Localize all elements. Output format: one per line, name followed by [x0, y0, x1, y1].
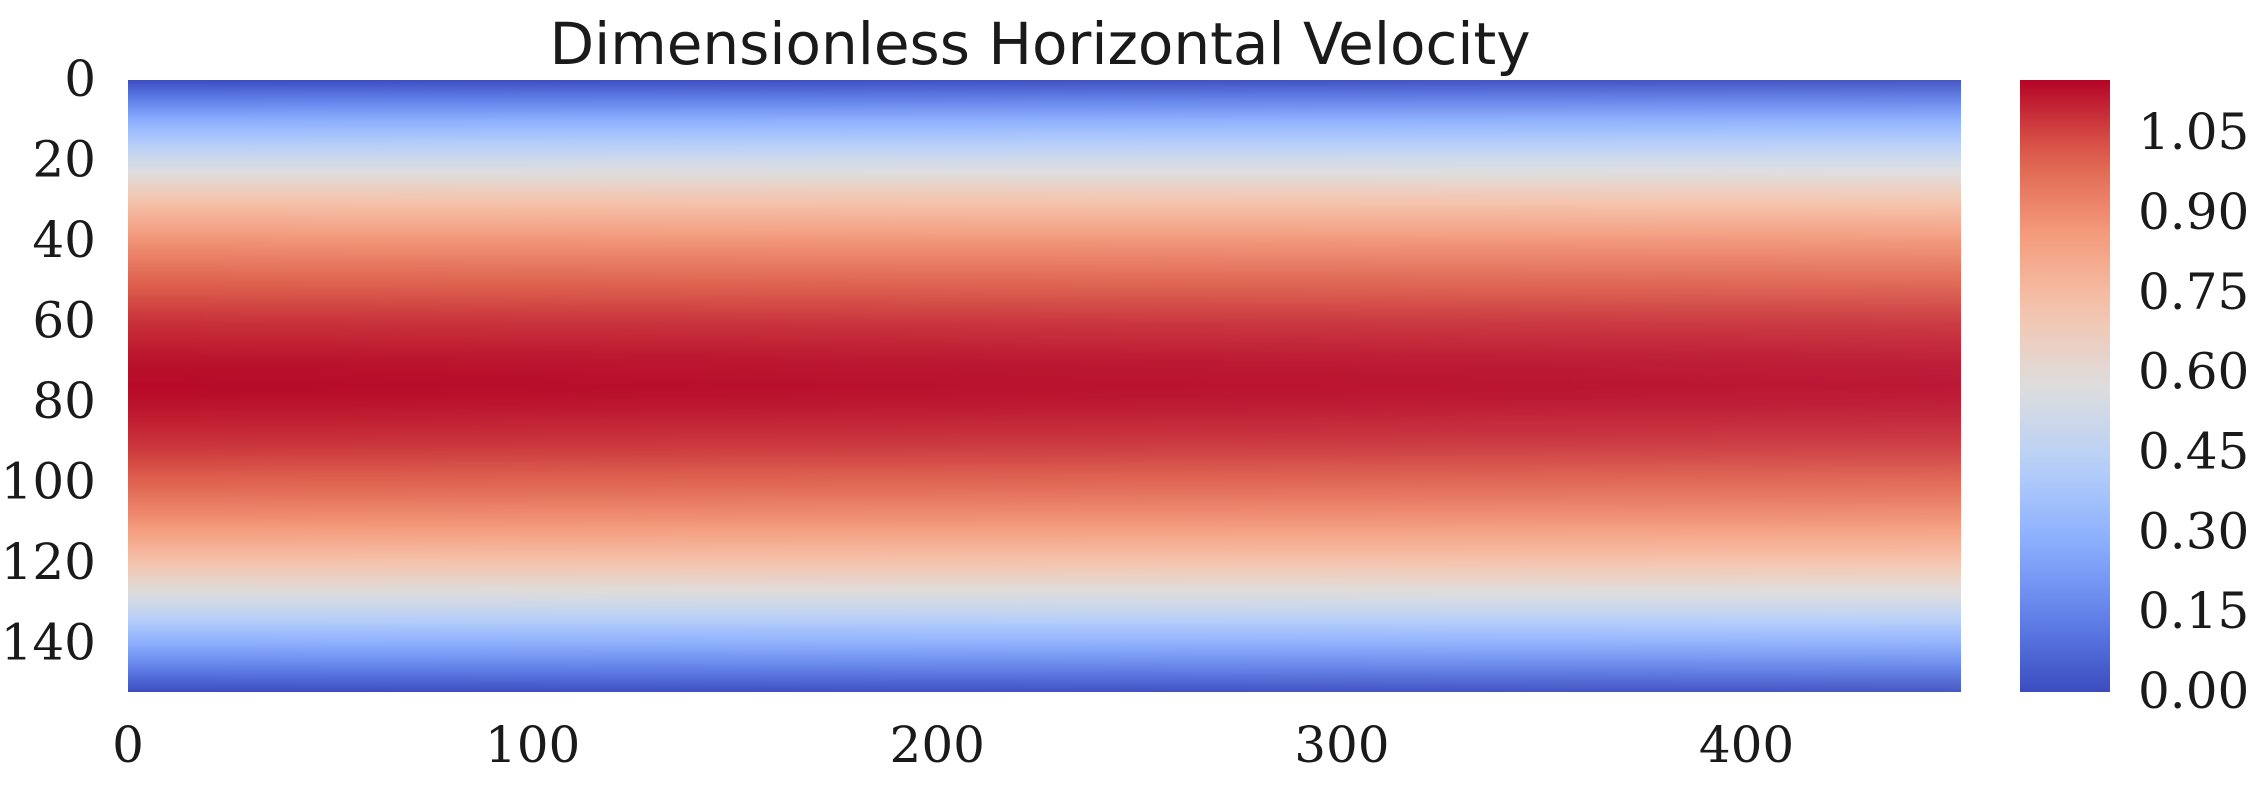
- y-tick-label: 20: [32, 131, 96, 189]
- colorbar-ticks: 0.00 0.15 0.30 0.45 0.60 0.75 0.90 1.05: [2138, 103, 2249, 720]
- y-tick-label: 140: [1, 614, 96, 672]
- heatmap-right-shading: [128, 80, 1961, 692]
- x-tick-label: 300: [1294, 716, 1389, 774]
- colorbar-tick-label: 1.05: [2138, 103, 2249, 161]
- y-tick-label: 0: [64, 50, 96, 108]
- x-tick-label: 100: [485, 716, 580, 774]
- y-tick-label: 60: [32, 292, 96, 350]
- colorbar-tick-label: 0.30: [2138, 502, 2249, 560]
- colorbar-scale: [2020, 80, 2110, 692]
- colorbar-tick-label: 0.15: [2138, 582, 2249, 640]
- y-tick-label: 120: [1, 533, 96, 591]
- colorbar-tick-label: 0.75: [2138, 263, 2249, 321]
- colorbar-tick-label: 0.00: [2138, 662, 2249, 720]
- x-axis-ticks: 0 100 200 300 400: [112, 716, 1794, 774]
- y-tick-label: 40: [32, 211, 96, 269]
- y-tick-label: 100: [1, 453, 96, 511]
- x-tick-label: 0: [112, 716, 144, 774]
- x-tick-label: 200: [890, 716, 985, 774]
- x-tick-label: 400: [1699, 716, 1794, 774]
- colorbar-tick-label: 0.45: [2138, 423, 2249, 481]
- colorbar-tick-label: 0.60: [2138, 343, 2249, 401]
- plot-area: [128, 80, 1961, 692]
- y-axis-ticks: 0 20 40 60 80 100 120 140: [1, 50, 96, 672]
- colorbar-tick-label: 0.90: [2138, 183, 2249, 241]
- colorbar: [2020, 80, 2110, 692]
- chart-title: Dimensionless Horizontal Velocity: [549, 10, 1530, 78]
- y-tick-label: 80: [32, 372, 96, 430]
